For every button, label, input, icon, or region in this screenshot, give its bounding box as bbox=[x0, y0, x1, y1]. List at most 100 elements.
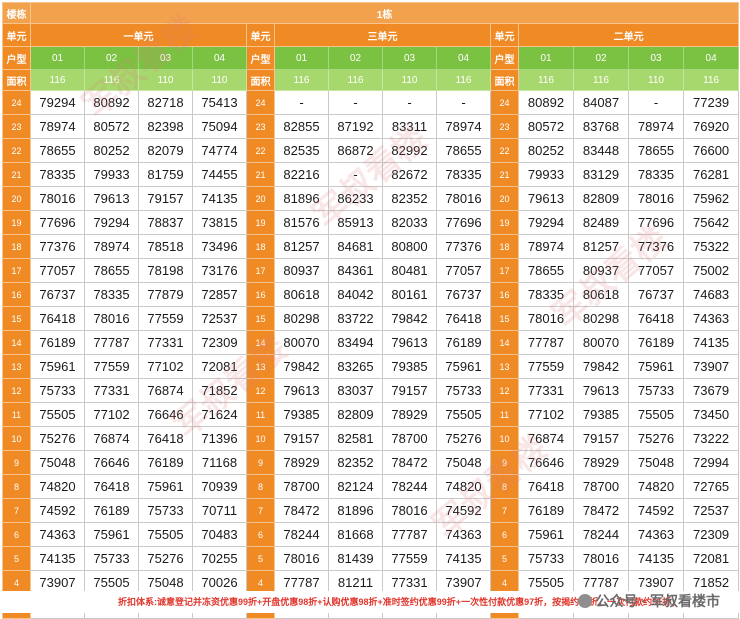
price-cell: 73496 bbox=[192, 234, 247, 259]
house-type-cell: 04 bbox=[192, 46, 247, 70]
floor-number: 11 bbox=[246, 402, 275, 427]
unit-label: 单元 bbox=[490, 23, 519, 47]
price-cell: 83265 bbox=[328, 354, 383, 379]
price-cell: 82033 bbox=[382, 210, 437, 235]
price-cell: 76874 bbox=[518, 426, 574, 451]
price-cell: 79157 bbox=[382, 378, 437, 403]
price-cell: 82398 bbox=[138, 114, 193, 139]
price-cell: 80070 bbox=[274, 330, 329, 355]
discount-text: 折扣体系:诚意登记并冻资优惠99折+开盘优惠98折+认购优惠98折+准时签约优惠… bbox=[118, 597, 681, 607]
price-cell: 70939 bbox=[192, 474, 247, 499]
price-cell: 79842 bbox=[274, 354, 329, 379]
floor-number: 12 bbox=[2, 378, 31, 403]
price-cell: 76189 bbox=[518, 498, 574, 523]
price-cell: 78929 bbox=[382, 402, 437, 427]
price-cell: 76737 bbox=[628, 282, 684, 307]
price-cell: 73679 bbox=[682, 378, 740, 403]
price-cell: 78518 bbox=[138, 234, 193, 259]
price-cell: 84361 bbox=[328, 258, 383, 283]
house-type-label: 户型 bbox=[2, 46, 31, 70]
price-cell: 82718 bbox=[138, 90, 193, 115]
price-cell: 72309 bbox=[682, 522, 740, 547]
price-cell: 79613 bbox=[274, 378, 329, 403]
price-cell: - bbox=[628, 90, 684, 115]
price-cell: 79613 bbox=[84, 186, 139, 211]
floor-number: 17 bbox=[246, 258, 275, 283]
price-cell: 74363 bbox=[30, 522, 85, 547]
price-cell: 86872 bbox=[328, 138, 383, 163]
price-cell: 76418 bbox=[436, 306, 491, 331]
price-cell: 78700 bbox=[573, 474, 629, 499]
price-cell: 74135 bbox=[30, 546, 85, 571]
price-cell: 80298 bbox=[274, 306, 329, 331]
price-cell: 77376 bbox=[628, 234, 684, 259]
price-cell: 82124 bbox=[328, 474, 383, 499]
floor-number: 16 bbox=[246, 282, 275, 307]
price-cell: 80800 bbox=[382, 234, 437, 259]
floor-number: 12 bbox=[490, 378, 519, 403]
price-cell: 75505 bbox=[436, 402, 491, 427]
table-row: 7 74592 76189 75733 70711 7 78472 81896 78016 745… bbox=[2, 498, 740, 523]
price-cell: 80892 bbox=[518, 90, 574, 115]
price-cell: 78016 bbox=[436, 186, 491, 211]
price-cell: 77787 bbox=[382, 522, 437, 547]
price-cell: 77696 bbox=[436, 210, 491, 235]
floor-number: 10 bbox=[246, 426, 275, 451]
floor-number: 4 bbox=[2, 570, 31, 595]
price-cell: 73907 bbox=[628, 570, 684, 595]
price-cell: 75505 bbox=[628, 402, 684, 427]
area-row: 面积 116 116 110 110 面积 116 116 110 116 面积 116 116 110 1… bbox=[2, 69, 740, 91]
floor-number: 6 bbox=[2, 522, 31, 547]
floor-number: 16 bbox=[2, 282, 31, 307]
floor-number: 24 bbox=[490, 90, 519, 115]
price-cell: 82079 bbox=[138, 138, 193, 163]
price-cell: 77057 bbox=[436, 258, 491, 283]
price-cell: 74135 bbox=[682, 330, 740, 355]
building-row: 楼栋 1栋 bbox=[2, 2, 740, 24]
price-cell: 78700 bbox=[382, 426, 437, 451]
price-cell: 78655 bbox=[518, 258, 574, 283]
price-cell: 80618 bbox=[274, 282, 329, 307]
price-cell: 79613 bbox=[382, 330, 437, 355]
price-cell: 77102 bbox=[84, 402, 139, 427]
price-cell: 80937 bbox=[573, 258, 629, 283]
price-cell: 70026 bbox=[192, 570, 247, 595]
floor-number: 15 bbox=[2, 306, 31, 331]
price-cell: - bbox=[328, 162, 383, 187]
price-cell: 82352 bbox=[328, 450, 383, 475]
floor-number: 19 bbox=[246, 210, 275, 235]
price-cell: 78016 bbox=[628, 186, 684, 211]
table-row: 10 75276 76874 76418 71396 10 79157 82581 78700 7… bbox=[2, 426, 740, 451]
price-cell: 77331 bbox=[518, 378, 574, 403]
price-cell: 73907 bbox=[436, 570, 491, 595]
price-cell: 78016 bbox=[382, 498, 437, 523]
price-cell: 80161 bbox=[382, 282, 437, 307]
price-cell: 78655 bbox=[436, 138, 491, 163]
price-cell: 77331 bbox=[382, 570, 437, 595]
price-cell: 81896 bbox=[328, 498, 383, 523]
price-cell: 82672 bbox=[382, 162, 437, 187]
price-cell: 72537 bbox=[682, 498, 740, 523]
price-cell: 76646 bbox=[518, 450, 574, 475]
price-cell: 74820 bbox=[628, 474, 684, 499]
table-row: 9 75048 76646 76189 71168 9 78929 82352 78472 750… bbox=[2, 450, 740, 475]
price-cell: 79613 bbox=[518, 186, 574, 211]
price-cell: 76920 bbox=[682, 114, 740, 139]
area-cell: 116 bbox=[328, 69, 383, 91]
house-type-cell: 04 bbox=[436, 46, 491, 70]
brand-tag: 公众号 · 军叔看楼市 bbox=[577, 591, 720, 611]
table-row: 21 78335 79933 81759 74455 21 82216-82672 78335… bbox=[2, 162, 740, 187]
price-cell: 76189 bbox=[628, 330, 684, 355]
unit-label: 单元 bbox=[2, 23, 31, 47]
price-cell: 83722 bbox=[328, 306, 383, 331]
price-cell: 73815 bbox=[192, 210, 247, 235]
price-cell: 79157 bbox=[138, 186, 193, 211]
price-cell: 79294 bbox=[30, 90, 85, 115]
price-cell: 75961 bbox=[628, 354, 684, 379]
house-type-row: 户型 01 02 03 04 户型 01 02 03 04 户型 01 02 03 04 bbox=[2, 46, 740, 70]
floor-number: 5 bbox=[490, 546, 519, 571]
area-cell: 110 bbox=[192, 69, 247, 91]
price-cell: 75276 bbox=[30, 426, 85, 451]
floor-number: 7 bbox=[246, 498, 275, 523]
price-cell: 70255 bbox=[192, 546, 247, 571]
